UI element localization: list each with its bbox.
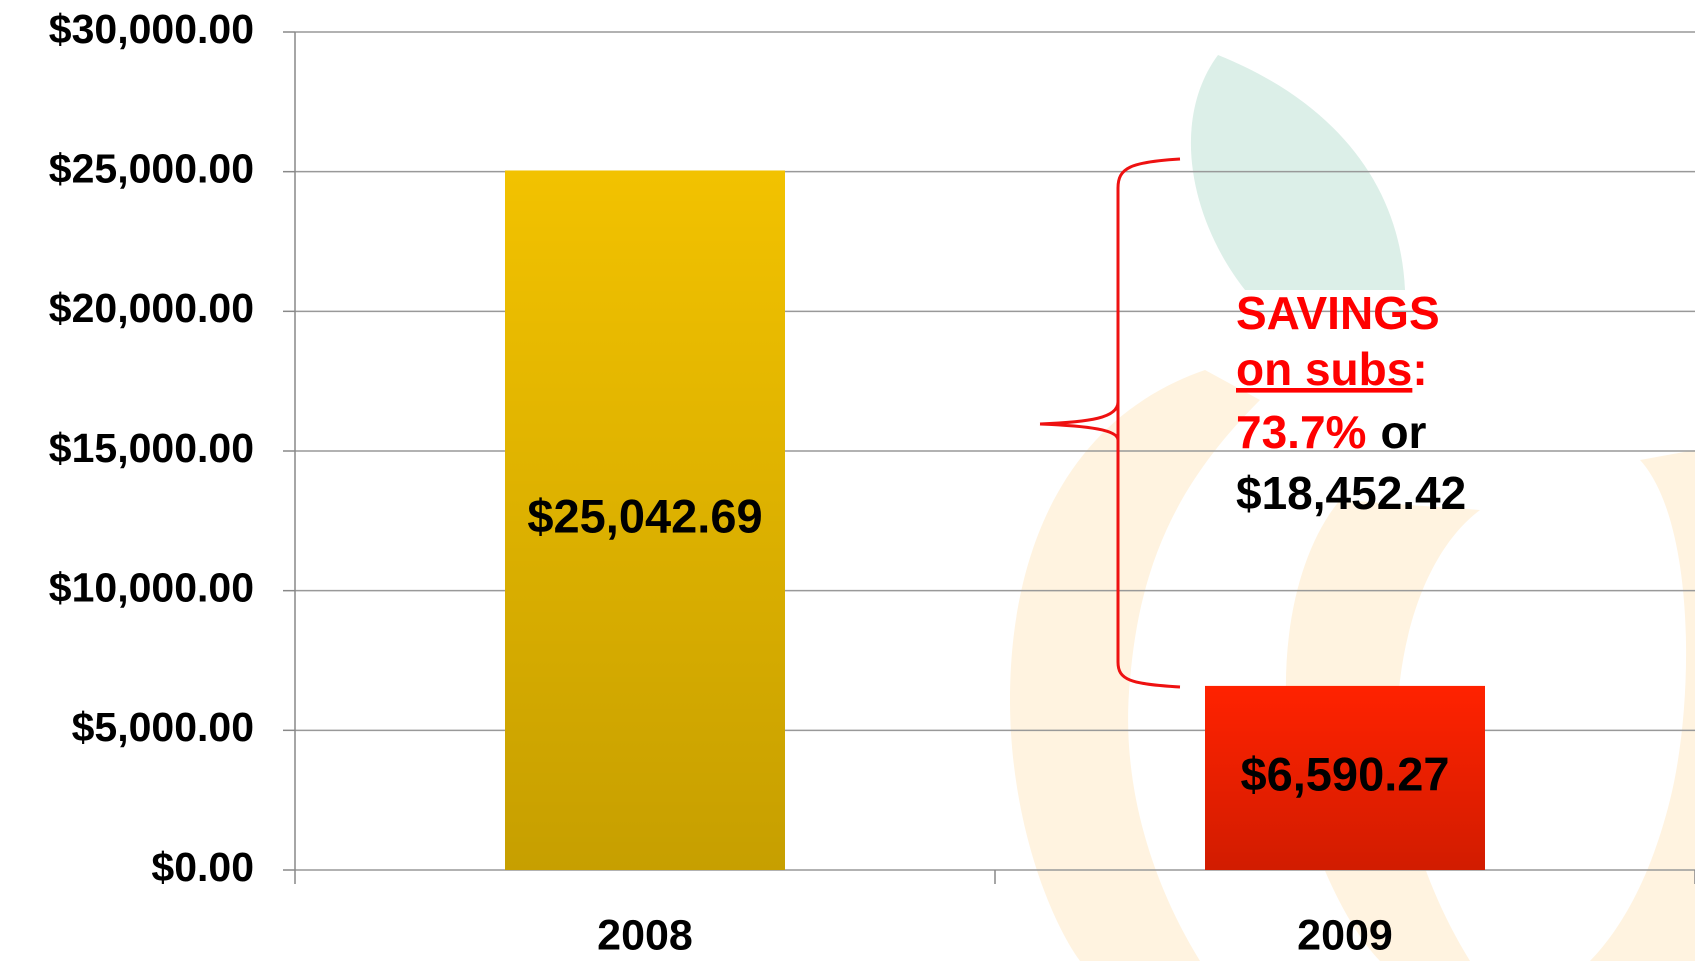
y-tick-label: $15,000.00: [49, 425, 254, 471]
value-label: $25,042.69: [527, 490, 762, 543]
annotation-text: :: [1412, 343, 1427, 395]
annotation-text: or: [1380, 406, 1426, 458]
annotation-text: 73.7%: [1236, 406, 1366, 458]
y-tick-label: $30,000.00: [49, 6, 254, 52]
value-label: $6,590.27: [1240, 747, 1449, 800]
y-tick-label: $10,000.00: [49, 564, 254, 610]
annotation-text: $18,452.42: [1236, 467, 1466, 519]
annotation-text: SAVINGS: [1236, 287, 1440, 339]
y-tick-label: $20,000.00: [49, 285, 254, 331]
annotation-text: on subs: [1236, 343, 1412, 395]
axes: $0.00 $5,000.00 $10,000.00 $15,000.00 $20,00…: [49, 6, 1695, 959]
bar-shade: [1205, 685, 1485, 870]
x-tick-label: 2009: [1297, 911, 1393, 959]
bar-shade: [505, 170, 785, 871]
brace: [1039, 157, 1181, 689]
y-tick-label: $25,000.00: [49, 145, 254, 191]
y-tick-label: $0.00: [151, 844, 254, 890]
annotation: on subs:: [1236, 343, 1428, 395]
y-tick-label: $5,000.00: [72, 704, 254, 750]
annotation: 73.7% or: [1236, 406, 1427, 458]
annotation: SAVINGS: [1236, 287, 1440, 339]
x-tick-label: 2008: [597, 911, 693, 959]
